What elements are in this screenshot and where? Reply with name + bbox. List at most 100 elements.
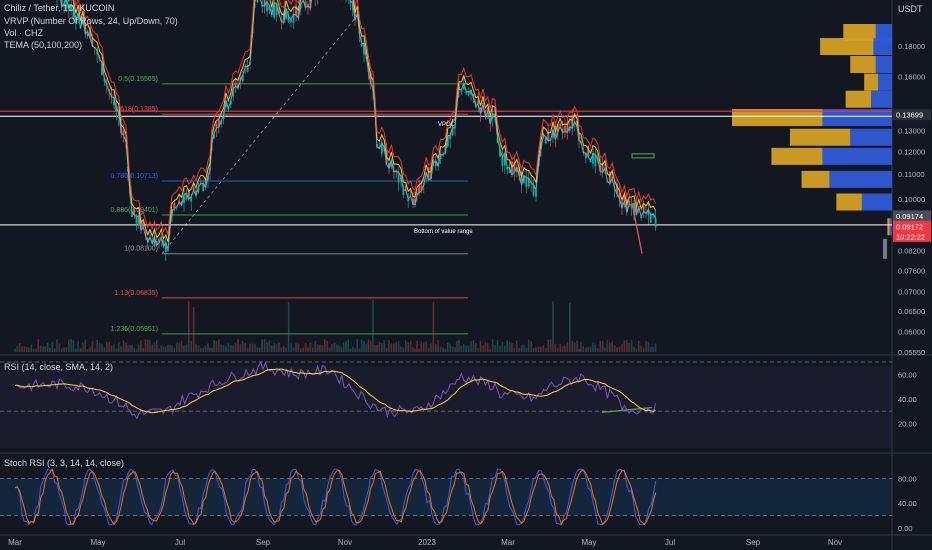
candle-body: [60, 0, 63, 7]
candle-body: [472, 94, 475, 98]
volume-bar: [611, 341, 613, 352]
price-badge-bg: [893, 210, 931, 222]
candle-body: [594, 154, 597, 167]
volume-bar: [133, 347, 136, 352]
volume-bar: [120, 346, 122, 352]
candle-body: [246, 66, 249, 72]
volume-bar: [140, 340, 142, 352]
volume-bar: [477, 348, 479, 352]
volume-bar: [300, 348, 302, 352]
volume-bar: [287, 301, 290, 352]
volume-bar: [232, 345, 234, 352]
candle-body: [608, 172, 611, 184]
candle-body: [561, 128, 564, 133]
candle-body: [462, 83, 465, 90]
candle-body: [618, 192, 621, 199]
scroll-handle[interactable]: [883, 238, 887, 259]
volume-bar: [540, 346, 542, 352]
volume-bar: [496, 340, 499, 352]
volume-bar: [467, 345, 470, 352]
candle-body: [261, 5, 264, 7]
volume-bar: [587, 347, 589, 352]
candle-body: [70, 4, 73, 11]
volume-bar: [183, 345, 185, 352]
candle-body: [601, 162, 604, 173]
vp-down-bar: [875, 24, 892, 41]
volume-bar: [580, 341, 582, 352]
fib-retracement[interactable]: 0.5(0.15565)0.618(0.1385)0.786(0.10713)0…: [0, 11, 892, 335]
volume-bar: [484, 341, 487, 352]
volume-bar: [21, 346, 23, 352]
volume-bar: [372, 299, 374, 352]
candle-body: [369, 73, 372, 84]
candle-body: [122, 131, 125, 136]
fib-label: 1.236(0.05951): [111, 326, 158, 333]
volume-bar: [167, 344, 169, 352]
volume-bar: [599, 341, 601, 352]
volume-bar: [91, 341, 94, 352]
candle-body: [635, 205, 638, 215]
volume-bar: [23, 345, 26, 352]
volume-bar: [447, 342, 449, 352]
volume-bar: [554, 343, 557, 352]
candle-body: [202, 183, 205, 192]
candle-body: [183, 194, 185, 204]
volume-bar: [131, 344, 133, 352]
volume-legend[interactable]: Vol · CHZ: [4, 28, 44, 38]
volume-bar: [142, 348, 145, 352]
vp-up-bar: [771, 147, 823, 165]
rsi-legend[interactable]: RSI (14, close, SMA, 14, 2): [4, 362, 114, 372]
volume-bar: [326, 340, 328, 352]
stoch-legend[interactable]: Stoch RSI (3, 3, 14, 14, close): [4, 458, 125, 468]
volume-bar: [365, 344, 368, 352]
rsi-tick: 60.00: [898, 370, 917, 379]
volume-bar: [46, 342, 49, 352]
volume-bar: [180, 340, 183, 352]
vrvp-legend[interactable]: VRVP (Number Of Rows, 24, Up/Down, 70): [4, 16, 178, 26]
volume-bar: [374, 345, 376, 352]
volume-bar: [202, 347, 204, 352]
candle-body: [220, 120, 223, 125]
candle-body: [195, 190, 197, 196]
volume-bar: [211, 347, 213, 352]
volume-bar: [295, 343, 297, 352]
volume-bar: [256, 347, 259, 352]
volume-bar: [342, 342, 345, 352]
volume-bar: [633, 347, 635, 352]
candle-body: [275, 4, 278, 16]
price-badge-bg: [893, 230, 931, 242]
bottom-value-range-label: Bottom of value range: [414, 229, 473, 235]
candle-body: [222, 115, 225, 120]
volume-bar: [197, 345, 200, 352]
price-tick: 0.06000: [898, 328, 925, 337]
time-tick: Sep: [256, 538, 271, 547]
volume-bar: [266, 342, 268, 352]
candle-body: [239, 77, 242, 81]
volume-bar: [162, 346, 165, 352]
rsi-pane: [14, 360, 657, 420]
volume-bar: [32, 348, 35, 352]
candle-body: [430, 166, 432, 179]
candle-body: [397, 172, 400, 183]
volume-bar: [460, 345, 463, 352]
candle-body: [234, 82, 237, 87]
volume-bar: [283, 345, 285, 352]
price-badge-bg: [893, 220, 931, 232]
volume-bar: [363, 341, 365, 352]
volume-bar: [340, 346, 343, 352]
tema-legend[interactable]: TEMA (50,100,200): [4, 40, 83, 50]
volume-bar: [513, 347, 516, 352]
candle-body: [616, 183, 618, 195]
volume-bar: [393, 343, 395, 352]
chart-title[interactable]: Chiliz / Tether, 1D, KUCOIN: [4, 3, 115, 13]
fib-label: 1(0.08100): [124, 246, 158, 253]
volume-bar: [516, 340, 518, 352]
volume-bar: [351, 346, 354, 352]
candle-body: [241, 74, 244, 82]
volume-bar: [645, 340, 647, 352]
vp-down-bar: [873, 38, 892, 56]
volume-bar: [520, 345, 523, 352]
volume-bar: [597, 348, 599, 352]
